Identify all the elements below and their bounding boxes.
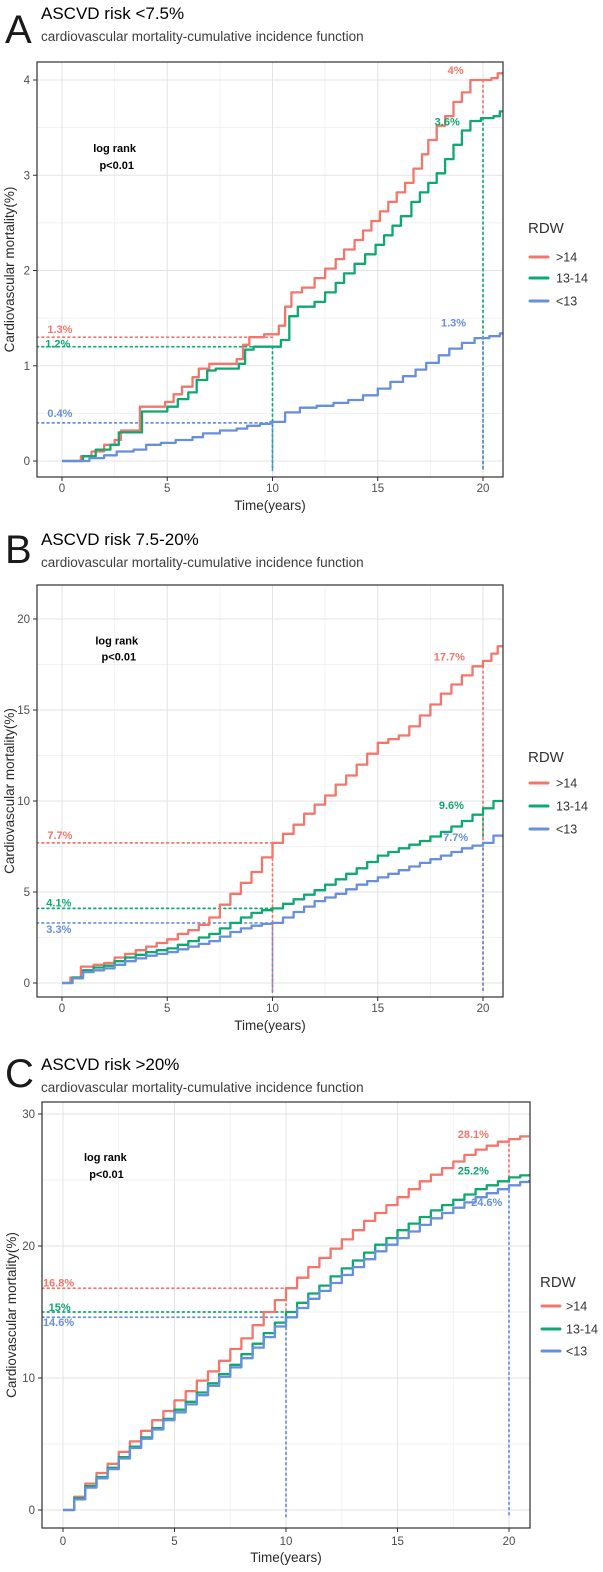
series-curve-0 [62,642,504,985]
value-label: 3.6% [435,116,460,128]
value-label: 7.7% [443,832,468,844]
legend-title: RDW [528,220,565,237]
legend-item-label: <13 [566,1345,587,1359]
x-tick-label: 20 [477,483,490,495]
x-tick-label: 15 [371,483,384,495]
value-label: 1.2% [45,338,70,350]
stat-note: p<0.01 [89,1169,124,1181]
y-tick-label: 10 [22,1373,35,1385]
panel-b-subtitle: cardiovascular mortality-cumulative inci… [41,555,364,570]
series-curve-0 [62,72,504,463]
x-tick-label: 0 [60,1536,66,1548]
panel-b-title: ASCVD risk 7.5-20% [41,530,199,549]
panel-c-letter: C [5,1052,34,1096]
value-label: 1.3% [441,317,466,329]
y-tick-label: 20 [22,1241,35,1253]
series-curve-1 [62,797,504,985]
legend-item-label: >14 [556,777,577,791]
y-tick-label: 5 [24,887,30,899]
x-tick-label: 5 [164,1003,170,1015]
legend-title: RDW [540,1274,577,1291]
x-tick-label: 0 [59,1003,65,1015]
legend-title: RDW [528,749,565,766]
panel-a-subtitle: cardiovascular mortality-cumulative inci… [41,29,364,44]
plot-border [36,584,504,998]
value-label: 0.4% [47,408,72,420]
value-label: 4% [448,65,464,77]
y-tick-label: 2 [24,266,30,278]
panel-a-letter: A [5,8,32,52]
series-curve-2 [62,332,504,463]
value-label: 28.1% [458,1129,489,1141]
legend-item-label: 13-14 [556,800,588,814]
y-tick-label: 15 [17,705,30,717]
panel-c-subtitle: cardiovascular mortality-cumulative inci… [41,1080,364,1095]
legend-item-label: >14 [566,1300,587,1314]
y-tick-label: 30 [22,1109,35,1121]
y-tick-label: 0 [24,978,30,990]
x-tick-label: 10 [266,1003,279,1015]
x-tick-label: 10 [280,1536,293,1548]
x-tick-label: 10 [266,483,279,495]
y-tick-label: 0 [24,456,30,468]
panel-a-title: ASCVD risk <7.5% [41,4,185,23]
panel-c-title: ASCVD risk >20% [41,1055,180,1074]
value-label: 3.3% [46,924,71,936]
x-tick-label: 5 [171,1536,177,1548]
plot-border [36,61,504,478]
x-axis-title: Time(years) [250,1550,322,1565]
series-curve-1 [62,110,504,463]
x-axis-title: Time(years) [234,498,306,513]
y-axis-title: Cardiovascular mortality(%) [2,708,17,874]
x-tick-label: 5 [164,483,170,495]
series-curve-0 [63,1135,530,1512]
value-label: 25.2% [458,1165,489,1177]
y-axis-title: Cardiovascular mortality(%) [2,187,17,353]
y-tick-label: 3 [24,170,30,182]
series-curve-2 [63,1180,531,1512]
x-tick-label: 20 [477,1003,490,1015]
y-axis-title: Cardiovascular mortality(%) [4,1232,19,1398]
legend-item-label: <13 [556,295,577,309]
panel-b-plot: 0 5 10 15 20 0 5 10 15 20 Time(years) Cardiovascula… [2,584,588,1033]
value-label: 16.8% [43,1277,74,1289]
legend-item-label: >14 [556,251,577,265]
x-tick-label: 0 [59,483,65,495]
stat-note: log rank [95,635,139,647]
plot-background [37,62,503,477]
x-axis-title: Time(years) [234,1018,306,1033]
series-curve-2 [62,831,504,985]
x-tick-label: 15 [391,1536,404,1548]
stat-note: log rank [93,143,137,155]
value-label: 17.7% [434,652,465,664]
x-tick-label: 15 [371,1003,384,1015]
value-label: 15% [49,1302,71,1314]
stat-note: p<0.01 [99,160,134,172]
value-label: 14.6% [43,1317,74,1329]
value-label: 7.7% [47,830,72,842]
stat-note: p<0.01 [102,652,137,664]
value-label: 4.1% [46,897,71,909]
legend-item-label: 13-14 [556,272,588,286]
value-label: 9.6% [439,800,464,812]
y-tick-label: 1 [24,361,30,373]
series-curve-1 [63,1174,531,1512]
y-tick-label: 4 [24,75,31,87]
panel-b-letter: B [5,528,32,572]
legend-item-label: <13 [556,823,577,837]
y-tick-label: 0 [29,1505,35,1517]
panel-a-plot: 0 5 10 15 20 0 1 2 3 4 Time(years) Cardiovascular m… [2,61,588,513]
value-label: 24.6% [471,1197,502,1209]
x-tick-label: 20 [503,1536,516,1548]
stat-note: log rank [84,1152,128,1164]
y-tick-label: 10 [17,796,30,808]
panel-c-plot: 0 5 10 15 20 0 10 20 30 Time(years) Cardiovascular… [4,1101,598,1565]
value-label: 1.3% [47,324,72,336]
legend-item-label: 13-14 [566,1323,598,1337]
y-tick-label: 20 [17,614,30,626]
